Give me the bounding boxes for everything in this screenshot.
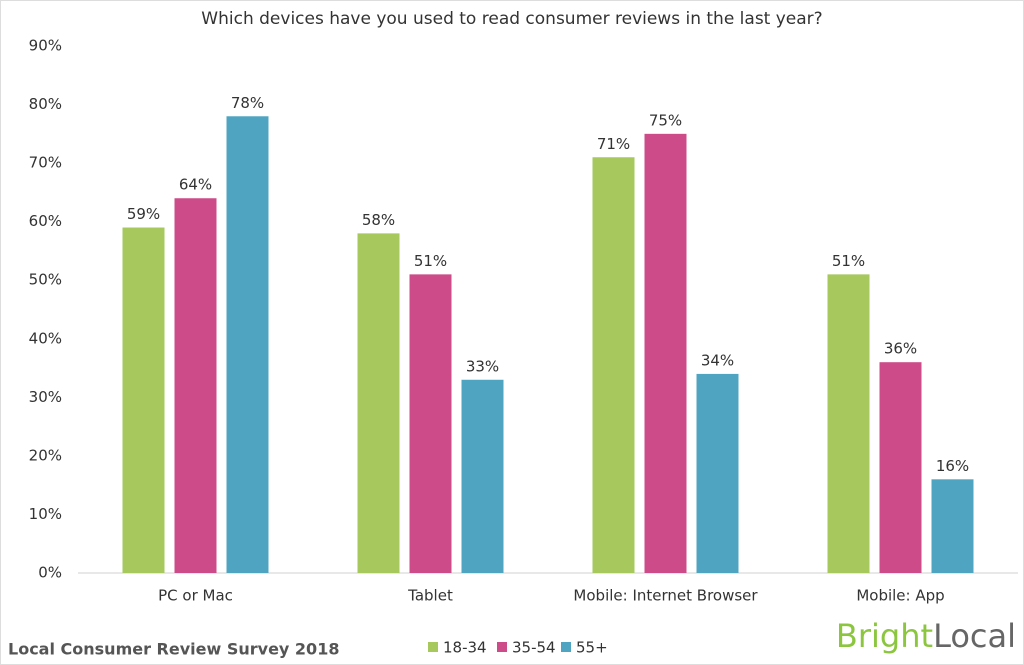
bar <box>122 227 165 573</box>
bar <box>357 233 400 573</box>
value-label: 51% <box>414 252 447 270</box>
y-tick-label: 70% <box>29 154 62 172</box>
chart-title: Which devices have you used to read cons… <box>201 9 822 29</box>
value-label: 51% <box>832 252 865 270</box>
source: Local Consumer Review Survey 2018 <box>8 640 339 659</box>
bar <box>879 362 922 573</box>
bar <box>696 373 739 573</box>
value-label: 58% <box>362 211 395 229</box>
legend-swatch <box>561 642 571 652</box>
value-label: 16% <box>936 457 969 475</box>
y-tick-label: 0% <box>38 564 62 582</box>
value-label: 33% <box>466 357 499 375</box>
bar <box>592 157 635 573</box>
value-label: 78% <box>231 94 264 112</box>
bar <box>409 274 452 573</box>
logo: BrightLocal <box>836 617 1016 655</box>
y-tick-label: 90% <box>29 37 62 55</box>
value-label: 71% <box>597 135 630 153</box>
value-label: 75% <box>649 111 682 129</box>
bar <box>174 198 217 573</box>
bar <box>931 479 974 573</box>
y-tick-label: 40% <box>29 329 62 347</box>
legend-swatch <box>497 642 507 652</box>
y-tick-label: 30% <box>29 388 62 406</box>
x-tick-label: Tablet <box>407 587 453 605</box>
legend-label: 18-34 <box>443 639 487 657</box>
value-label: 64% <box>179 176 212 194</box>
value-label: 36% <box>884 340 917 358</box>
bar <box>827 274 870 573</box>
y-tick-label: 60% <box>29 212 62 230</box>
logo-part: Bright <box>836 617 933 655</box>
x-tick-label: PC or Mac <box>158 587 233 605</box>
value-label: 34% <box>701 351 734 369</box>
legend-label: 55+ <box>576 639 608 657</box>
bar <box>226 116 269 574</box>
x-tick-label: Mobile: App <box>856 587 944 605</box>
x-tick-label: Mobile: Internet Browser <box>573 587 758 605</box>
legend-label: 35-54 <box>512 639 556 657</box>
y-tick-label: 50% <box>29 271 62 289</box>
bar <box>644 133 687 574</box>
value-label: 59% <box>127 205 160 223</box>
y-tick-label: 80% <box>29 95 62 113</box>
y-tick-label: 10% <box>29 505 62 523</box>
logo-part: Local <box>933 617 1016 655</box>
bar <box>461 379 504 573</box>
y-tick-label: 20% <box>29 446 62 464</box>
legend-swatch <box>428 642 438 652</box>
